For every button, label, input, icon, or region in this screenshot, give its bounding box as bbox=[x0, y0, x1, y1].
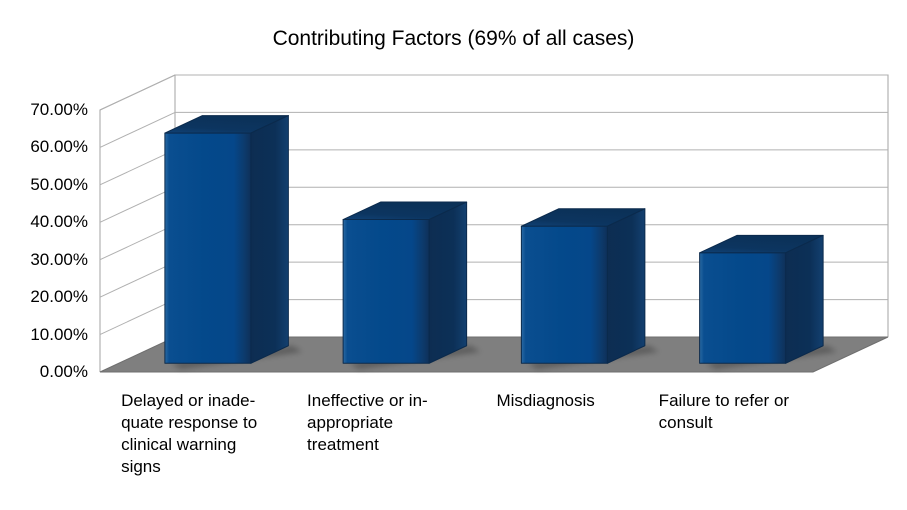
y-axis-tick-label: 50.00% bbox=[30, 174, 88, 194]
y-axis-tick-label: 70.00% bbox=[30, 100, 88, 119]
category-label-2: Ineffective or in- appropriate treatment bbox=[307, 391, 428, 454]
chart-bars bbox=[164, 115, 838, 370]
bar-3 bbox=[520, 208, 659, 370]
bar-4 bbox=[699, 234, 838, 370]
y-axis-tick-label: 10.00% bbox=[30, 324, 88, 344]
y-axis-tick-label: 40.00% bbox=[30, 212, 88, 232]
y-axis-tick-label: 60.00% bbox=[30, 137, 88, 157]
category-label-3: Misdiagnosis bbox=[496, 391, 595, 410]
y-axis-tick-label: 30.00% bbox=[30, 249, 88, 269]
category-label-4: Failure to refer or consult bbox=[658, 391, 790, 432]
y-axis-tick-label: 0.00% bbox=[39, 362, 88, 381]
y-axis-tick-label: 20.00% bbox=[30, 287, 88, 307]
chart-floor bbox=[99, 336, 889, 373]
bar-2 bbox=[342, 201, 481, 370]
category-label-1: Delayed or inade- quate response to clin… bbox=[121, 391, 258, 476]
chart-title: Contributing Factors (69% of all cases) bbox=[272, 27, 635, 50]
bar-1 bbox=[164, 115, 303, 370]
